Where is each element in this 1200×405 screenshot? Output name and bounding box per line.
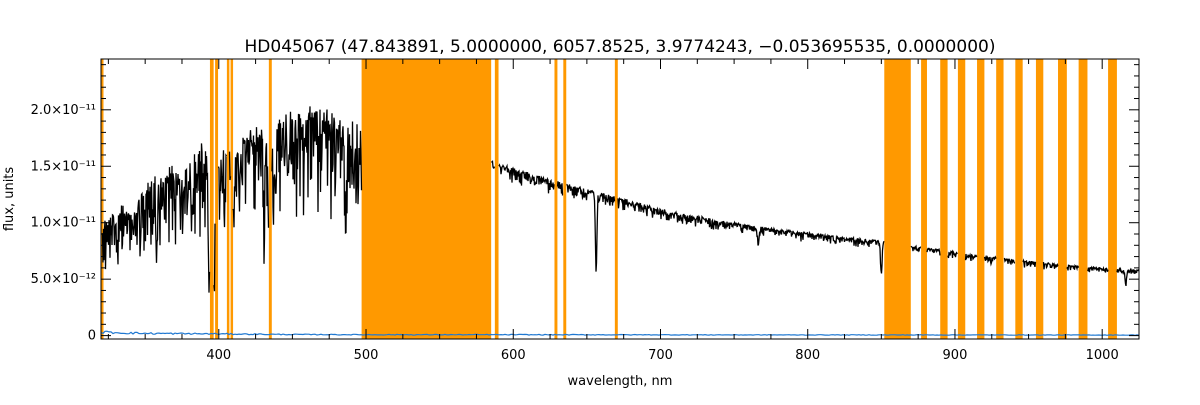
masked-region-8 (554, 59, 558, 339)
plot-frame (100, 58, 1140, 340)
masked-region-17 (1015, 59, 1023, 339)
masked-region-2 (215, 59, 219, 339)
masked-region-20 (1078, 59, 1088, 339)
x-tick-label-3: 700 (648, 348, 673, 363)
axis-ticks: 400 500 600 700 800 900 1000 0 5.0×10⁻¹² 1.0×10⁻¹… (31, 59, 1139, 363)
x-axis-label: wavelength, nm (568, 374, 673, 389)
masked-region-18 (1035, 59, 1044, 339)
masked-region-0 (101, 59, 104, 339)
series-layer (100, 106, 1140, 336)
x-tick-label-1: 500 (354, 348, 379, 363)
masked-region-21 (1108, 59, 1117, 339)
masked-region-9 (563, 59, 567, 339)
x-tick-label-5: 900 (943, 348, 968, 363)
masked-region-16 (996, 59, 1004, 339)
x-tick-label-0: 400 (206, 348, 231, 363)
masked-region-7 (494, 59, 499, 339)
series-flux (101, 106, 1140, 293)
y-tick-label-1: 5.0×10⁻¹² (31, 272, 96, 287)
masked-region-4 (230, 59, 234, 339)
masked-region-13 (940, 59, 948, 339)
masked-region-1 (209, 59, 214, 339)
y-tick-label-0: 0 (88, 329, 96, 344)
y-tick-label-3: 1.5×10⁻¹¹ (31, 159, 96, 174)
x-tick-label-2: 600 (501, 348, 526, 363)
masked-region-15 (977, 59, 985, 339)
y-axis-label: flux, units (2, 167, 17, 232)
masked-regions (101, 59, 1117, 339)
x-tick-label-6: 1000 (1086, 348, 1119, 363)
masked-region-19 (1058, 59, 1067, 339)
y-tick-label-2: 1.0×10⁻¹¹ (31, 216, 96, 231)
x-tick-label-4: 800 (795, 348, 820, 363)
chart-title: HD045067 (47.843891, 5.0000000, 6057.852… (245, 37, 996, 57)
masked-region-3 (226, 59, 230, 339)
masked-region-14 (957, 59, 966, 339)
y-tick-label-4: 2.0×10⁻¹¹ (31, 103, 96, 118)
masked-region-6 (361, 59, 492, 339)
series-error (100, 330, 1140, 336)
masked-region-10 (614, 59, 618, 339)
masked-region-12 (921, 59, 927, 339)
masked-region-11 (884, 59, 911, 339)
masked-region-5 (268, 59, 272, 339)
